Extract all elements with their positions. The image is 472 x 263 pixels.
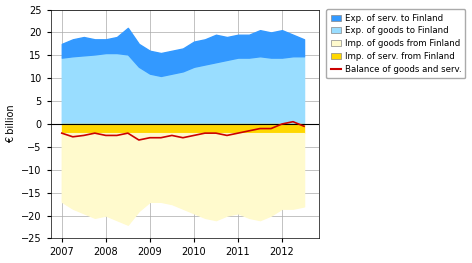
Legend: Exp. of serv. to Finland, Exp. of goods to Finland, Imp. of goods from Finland, : Exp. of serv. to Finland, Exp. of goods … [327,9,465,78]
Y-axis label: € billion: € billion [6,105,16,143]
